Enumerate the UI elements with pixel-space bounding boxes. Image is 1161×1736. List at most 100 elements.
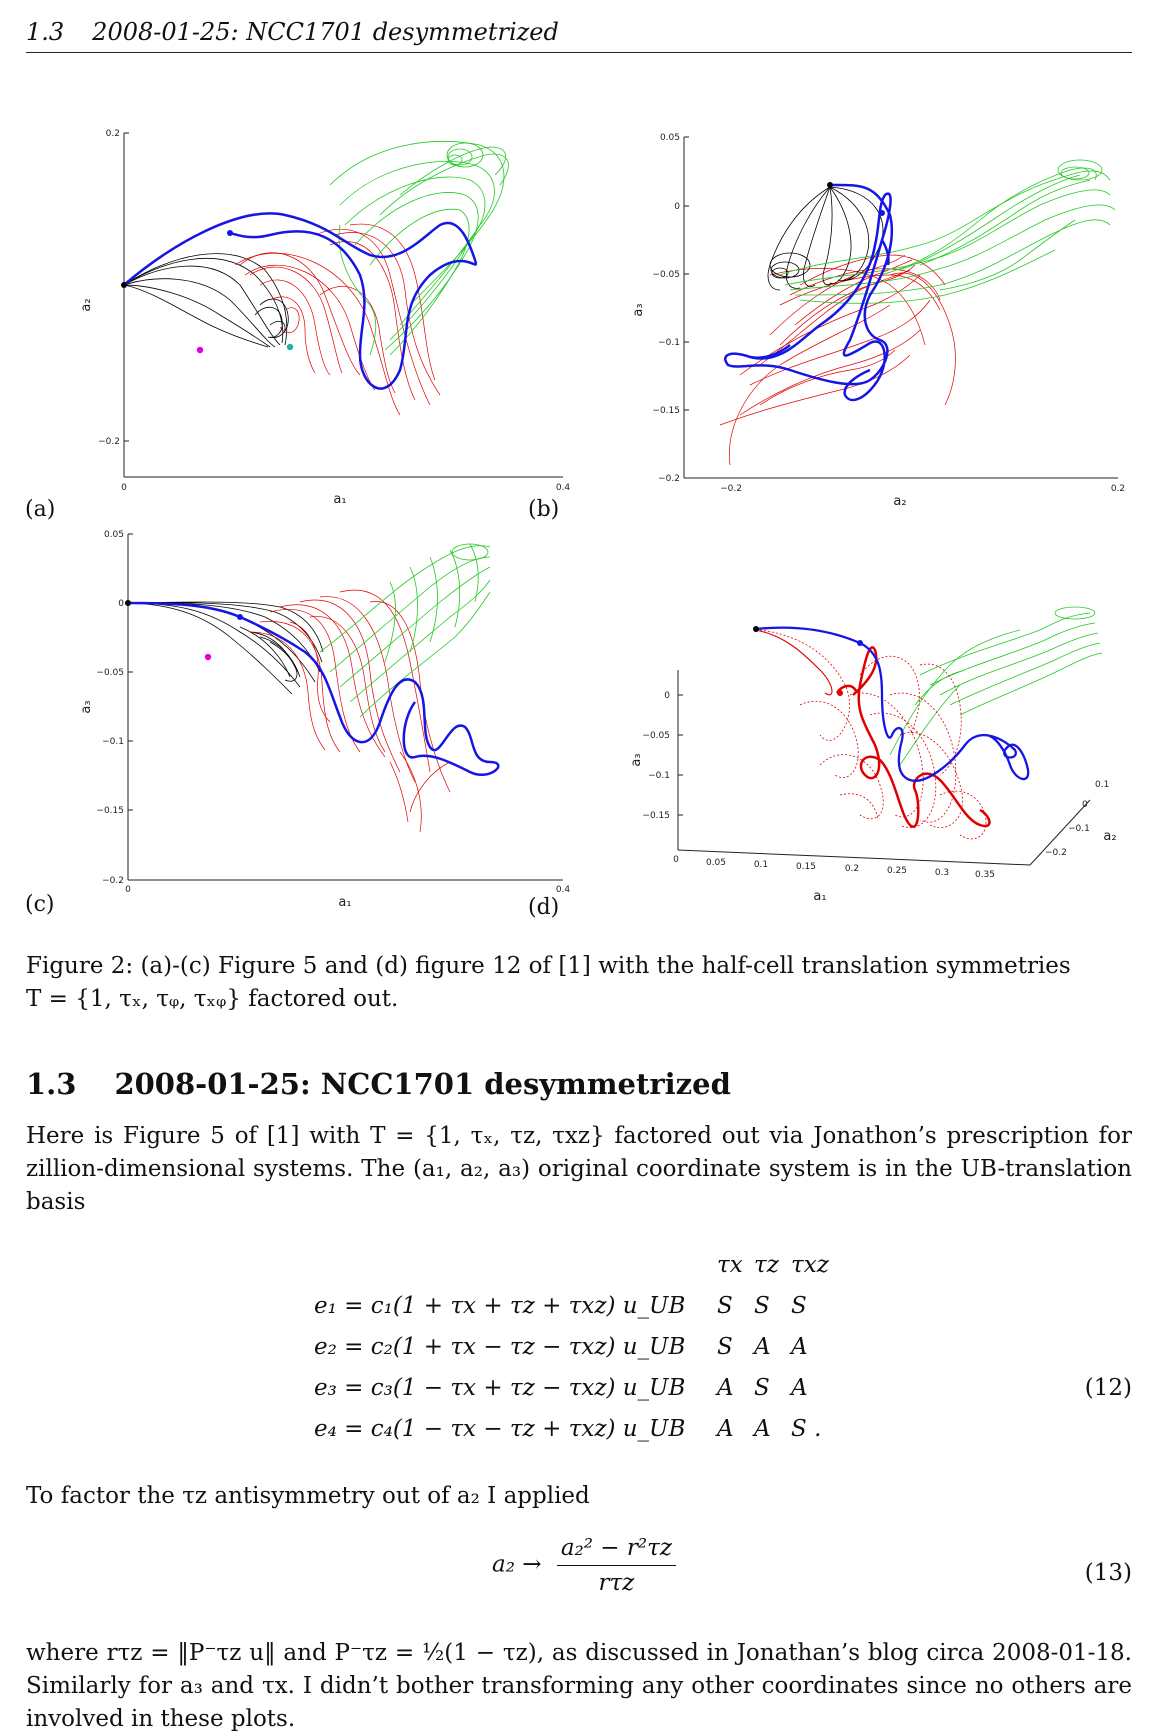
xtick: 0.4: [556, 483, 570, 493]
panel-label-c: (c): [25, 892, 55, 917]
panel-c: 0.05 0 −0.05 −0.1 −0.15 −0.2 0 0.4 a₁ a₃: [25, 522, 570, 917]
ytick: −0.1: [102, 737, 124, 747]
ztick: −0.2: [1045, 848, 1067, 858]
x-axis-label: a₂: [893, 494, 906, 509]
x-axis-label: a₁: [338, 895, 351, 910]
ytick: −0.1: [648, 771, 670, 781]
caption-line-1: Figure 2: (a)-(c) Figure 5 and (d) figur…: [26, 953, 1071, 979]
section-number: 1.3: [26, 1067, 77, 1101]
xtick: 0: [125, 885, 131, 895]
section-title: 2008-01-25: NCC1701 desymmetrized: [114, 1067, 731, 1101]
blue-point: [227, 230, 233, 236]
running-head-number: 1.3: [26, 18, 65, 46]
ytick: −0.05: [96, 668, 124, 678]
sym: A: [791, 1334, 808, 1360]
blue-point: [237, 614, 243, 620]
blue-trajectory: [127, 601, 500, 777]
black-trajectories: [767, 186, 884, 291]
ytick: −0.2: [102, 876, 124, 886]
eq-lhs: e₃ = c₃(1 − τx + τz − τxz) u_UB: [314, 1375, 686, 1401]
sym: S: [791, 1293, 807, 1319]
eq-lhs: e₄ = c₄(1 − τx − τz + τxz) u_UB: [314, 1416, 686, 1442]
header-tau-xz: τxz: [791, 1252, 829, 1278]
ytick: 0: [664, 691, 670, 701]
ytick: 0: [118, 599, 124, 609]
xtick: 0: [673, 855, 679, 865]
eq13-lhs: a₂ →: [492, 1551, 542, 1578]
ytick: 0.05: [660, 133, 680, 143]
start-point: [827, 182, 833, 188]
x-axis-label: a₁: [813, 889, 826, 904]
eq13-fraction: a₂² − r²τz rτz: [556, 1535, 676, 1596]
ytick: 0.2: [106, 129, 120, 139]
blue-point: [879, 210, 885, 216]
magenta-point: [196, 346, 204, 354]
panel-b: 0.05 0 −0.05 −0.1 −0.15 −0.2 −0.2 0.2 a₂…: [528, 125, 1140, 522]
xtick: 0.1: [754, 860, 768, 870]
ytick: −0.2: [658, 474, 680, 484]
ytick: −0.05: [642, 731, 670, 741]
ytick: −0.1: [658, 338, 680, 348]
sym: A: [717, 1416, 734, 1442]
y-axis-label: a₂: [79, 298, 94, 311]
start-point: [121, 282, 127, 288]
ytick: 0.05: [104, 530, 124, 540]
ytick: −0.15: [96, 806, 124, 816]
black-trajectories: [123, 253, 289, 348]
y-axis-label: a₃: [631, 303, 646, 316]
eq13-numerator: a₂² − r²τz: [556, 1535, 676, 1566]
xtick: 0.4: [556, 885, 570, 895]
running-head-title: 2008-01-25: NCC1701 desymmetrized: [92, 18, 559, 46]
panel-a-plot: 0.2 −0.2 0 0.4 a₁ a₂: [79, 129, 570, 507]
blue-trajectory: [123, 212, 478, 390]
red-dotted-trajectories: [759, 629, 987, 840]
panel-label-b: (b): [528, 497, 560, 522]
sym: S: [754, 1375, 770, 1401]
sym: A: [791, 1375, 808, 1401]
black-trajectories: [127, 601, 324, 695]
xtick: 0.05: [706, 858, 726, 868]
xtick: −0.2: [720, 484, 742, 494]
equation-array-12: τx τz τxz e₁ = c₁(1 + τx + τz + τxz) u_UB …: [300, 1252, 1132, 1457]
panel-b-plot: 0.05 0 −0.05 −0.1 −0.15 −0.2 −0.2 0.2 a₂…: [631, 133, 1125, 509]
header-tau-z: τz: [754, 1252, 779, 1278]
red-trajectories: [249, 589, 451, 833]
z-axis-label: a₂: [1103, 829, 1116, 844]
sym: S .: [791, 1416, 822, 1442]
eq-header-row: τx τz τxz: [300, 1252, 1132, 1293]
ytick: −0.15: [642, 811, 670, 821]
paragraph-intro: Here is Figure 5 of [1] with T = {1, τₓ,…: [26, 1123, 1132, 1215]
ztick: −0.1: [1068, 824, 1090, 834]
header-tau-x: τx: [717, 1252, 743, 1278]
green-trajectories: [319, 543, 491, 718]
eq13-denominator: rτz: [598, 1570, 635, 1596]
sym: A: [754, 1416, 771, 1442]
xtick: 0: [121, 483, 127, 493]
ztick: 0: [1082, 800, 1088, 810]
cyan-point: [286, 343, 294, 351]
ytick: −0.05: [652, 270, 680, 280]
equation-13: a₂ → a₂² − r²τz rτz: [492, 1535, 676, 1596]
xtick: 0.2: [1111, 484, 1125, 494]
panel-a: 0.2 −0.2 0 0.4 a₁ a₂: [25, 125, 570, 522]
xtick: 0.2: [845, 864, 859, 874]
panel-label-a: (a): [25, 497, 56, 522]
panel-label-d: (d): [528, 895, 560, 920]
magenta-point: [204, 653, 212, 661]
xtick: 0.3: [935, 868, 949, 878]
sym: A: [754, 1334, 771, 1360]
ytick: −0.2: [98, 437, 120, 447]
panel-d-plot: 0 −0.05 −0.1 −0.15 0 0.05 0.1 0.15 0.2 0…: [629, 606, 1117, 904]
green-trajectories: [779, 159, 1116, 304]
xtick: 0.35: [975, 870, 995, 880]
running-head: 1.3 2008-01-25: NCC1701 desymmetrized: [26, 18, 1132, 53]
section-heading: 1.3 2008-01-25: NCC1701 desymmetrized: [26, 1067, 731, 1101]
green-trajectories: [329, 140, 509, 356]
paragraph-factor: To factor the τz antisymmetry out of a₂ …: [26, 1483, 590, 1509]
y-axis-label: a₃: [629, 753, 644, 766]
x-axis-label: a₁: [333, 492, 346, 507]
